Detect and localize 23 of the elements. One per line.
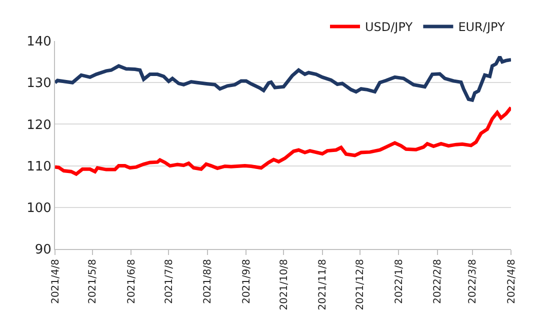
y-tick-label: 140 <box>26 34 52 50</box>
legend-label: USD/JPY <box>365 20 414 34</box>
x-tick-label: 2022/3/8 <box>468 259 479 304</box>
y-tick-label: 100 <box>26 200 52 216</box>
line-series <box>55 55 511 102</box>
x-tick-label: 2021/7/8 <box>164 259 175 304</box>
y-tick-label: 110 <box>26 159 52 174</box>
y-tick-label: 90 <box>34 242 52 258</box>
line-series <box>55 106 511 176</box>
x-tick-label: 2021/4/8 <box>50 259 62 304</box>
x-tick-label: 2021/9/8 <box>241 259 252 304</box>
x-tick-label: 2022/1/8 <box>394 259 405 304</box>
y-tick-label: 120 <box>26 118 52 133</box>
x-tick-label: 2022/4/8 <box>506 259 518 304</box>
x-tick-label: 2021/6/8 <box>126 259 138 304</box>
x-tick-label: 2021/12/8 <box>355 259 366 310</box>
x-tick-label: 2021/11/8 <box>318 259 329 310</box>
legend-label: EUR/JPY <box>458 20 506 34</box>
x-tick-label: 2021/8/8 <box>202 259 214 304</box>
x-tick-label: 2021/10/8 <box>278 259 290 310</box>
y-tick-label: 130 <box>26 76 52 92</box>
x-tick-label: 2021/5/8 <box>88 259 99 304</box>
x-tick-label: 2022/2/8 <box>432 259 444 304</box>
